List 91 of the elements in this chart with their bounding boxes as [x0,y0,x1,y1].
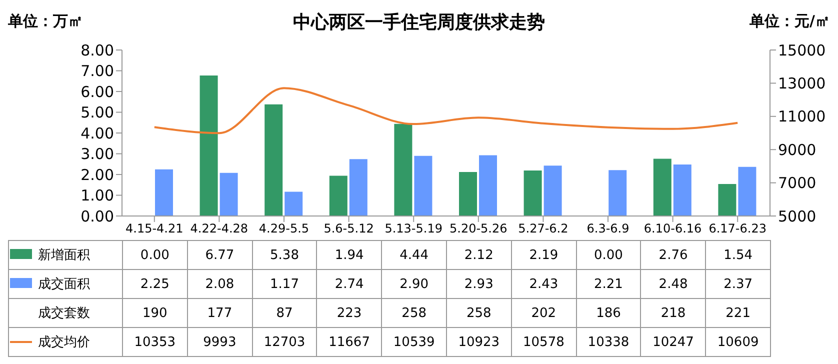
data-label: 1.17 [252,270,317,298]
bar [264,104,283,216]
y-tick-label: 3.00 [80,145,114,164]
data-label: 2.90 [382,270,446,298]
bar [653,158,672,216]
bar [200,76,218,216]
data-label: 2.19 [511,240,576,270]
bar [673,164,692,216]
data-label: 4.44 [382,240,446,270]
bar [329,176,348,216]
y2-tick-label: 15000 [778,41,826,60]
data-label: 2.08 [187,270,252,298]
x-tick-label: 5.20-5.26 [450,222,508,236]
data-label: 5.38 [252,240,317,270]
y2-tick-label: 7000 [778,174,816,192]
text: 186 [596,306,621,320]
text: 221 [726,306,750,320]
legend-label: 新增面积 [8,240,122,270]
y-tick-label: 2.00 [80,166,114,184]
x-tick-label: 5.27-6.2 [518,222,568,236]
data-label: 10539 [382,328,446,356]
x-tick-label: 4.29-5.5 [258,222,310,236]
data-label: 10923 [446,328,512,356]
bar [414,156,432,216]
y2-tick-label: 11000 [778,108,826,126]
data-label: 2.43 [511,270,576,298]
y-tick-label: 0.00 [80,207,114,226]
data-label: 0.00 [576,240,641,270]
y-tick-label: 7.00 [80,62,114,80]
data-label: 2.76 [640,240,706,270]
bar [738,166,756,216]
text: 177 [207,306,232,320]
data-label: 1.94 [316,240,382,270]
y2-tick-label: 13000 [778,74,826,93]
text: 87 [276,306,293,320]
text: 258 [466,306,492,320]
bar [459,172,477,216]
text: 218 [660,306,686,320]
bar [394,124,412,216]
data-label: 2.25 [122,270,188,298]
data-label: 10247 [640,328,706,356]
data-label: 11667 [316,328,382,356]
y2-tick-label: 5000 [778,207,816,226]
bar [544,166,562,216]
y2-tick-label: 9000 [778,140,816,159]
y-tick-label: 4.00 [80,124,114,142]
x-tick-label: 4.22-4.28 [190,222,248,236]
text: 202 [531,306,556,320]
text: 190 [142,306,168,320]
y2-axis-title: 单位：元/㎡ [750,12,830,31]
bar [349,159,368,216]
data-label: 9993 [187,328,252,356]
bar [608,170,627,216]
data-label: 6.77 [187,240,252,270]
text: 成交套数 [8,298,122,328]
x-tick-label: 6.3-6.9 [586,222,630,236]
chart-title: 中心两区一手住宅周度供求走势 [293,12,545,33]
y-axis-title: 单位：万㎡ [8,12,83,31]
x-tick-label: 6.10-6.16 [644,222,702,236]
y-tick-label: 8.00 [80,41,114,60]
bar [524,170,542,216]
data-label: 2.93 [446,270,512,298]
y-tick-label: 6.00 [80,82,114,101]
x-tick-label: 4.15-4.21 [126,222,184,236]
legend-label: 成交面积 [8,270,122,298]
line-series [153,87,739,134]
bar [220,172,238,216]
legend-label: 成交均价 [8,328,122,356]
data-label: 2.48 [640,270,706,298]
text: 258 [402,306,426,320]
data-label: 2.21 [576,270,641,298]
data-label: 10338 [576,328,641,356]
data-label: 10353 [122,328,188,356]
data-label: 10609 [706,328,770,356]
data-label: 0.00 [122,240,188,270]
bar [718,184,736,216]
x-tick-label: 5.6-5.12 [324,222,374,236]
data-label: 2.37 [706,270,770,298]
bar [479,155,497,216]
data-label: 2.12 [446,240,512,270]
x-tick-label: 5.13-5.19 [384,222,442,236]
y-tick-label: 1.00 [80,186,114,205]
data-label: 10578 [511,328,576,356]
data-label: 12703 [252,328,317,356]
text: 223 [336,306,362,320]
data-label: 1.54 [706,240,770,270]
x-tick-label: 6.17-6.23 [708,222,766,236]
bar [284,192,303,216]
data-label: 2.74 [316,270,382,298]
y-tick-label: 5.00 [80,104,114,122]
bar [155,169,173,216]
